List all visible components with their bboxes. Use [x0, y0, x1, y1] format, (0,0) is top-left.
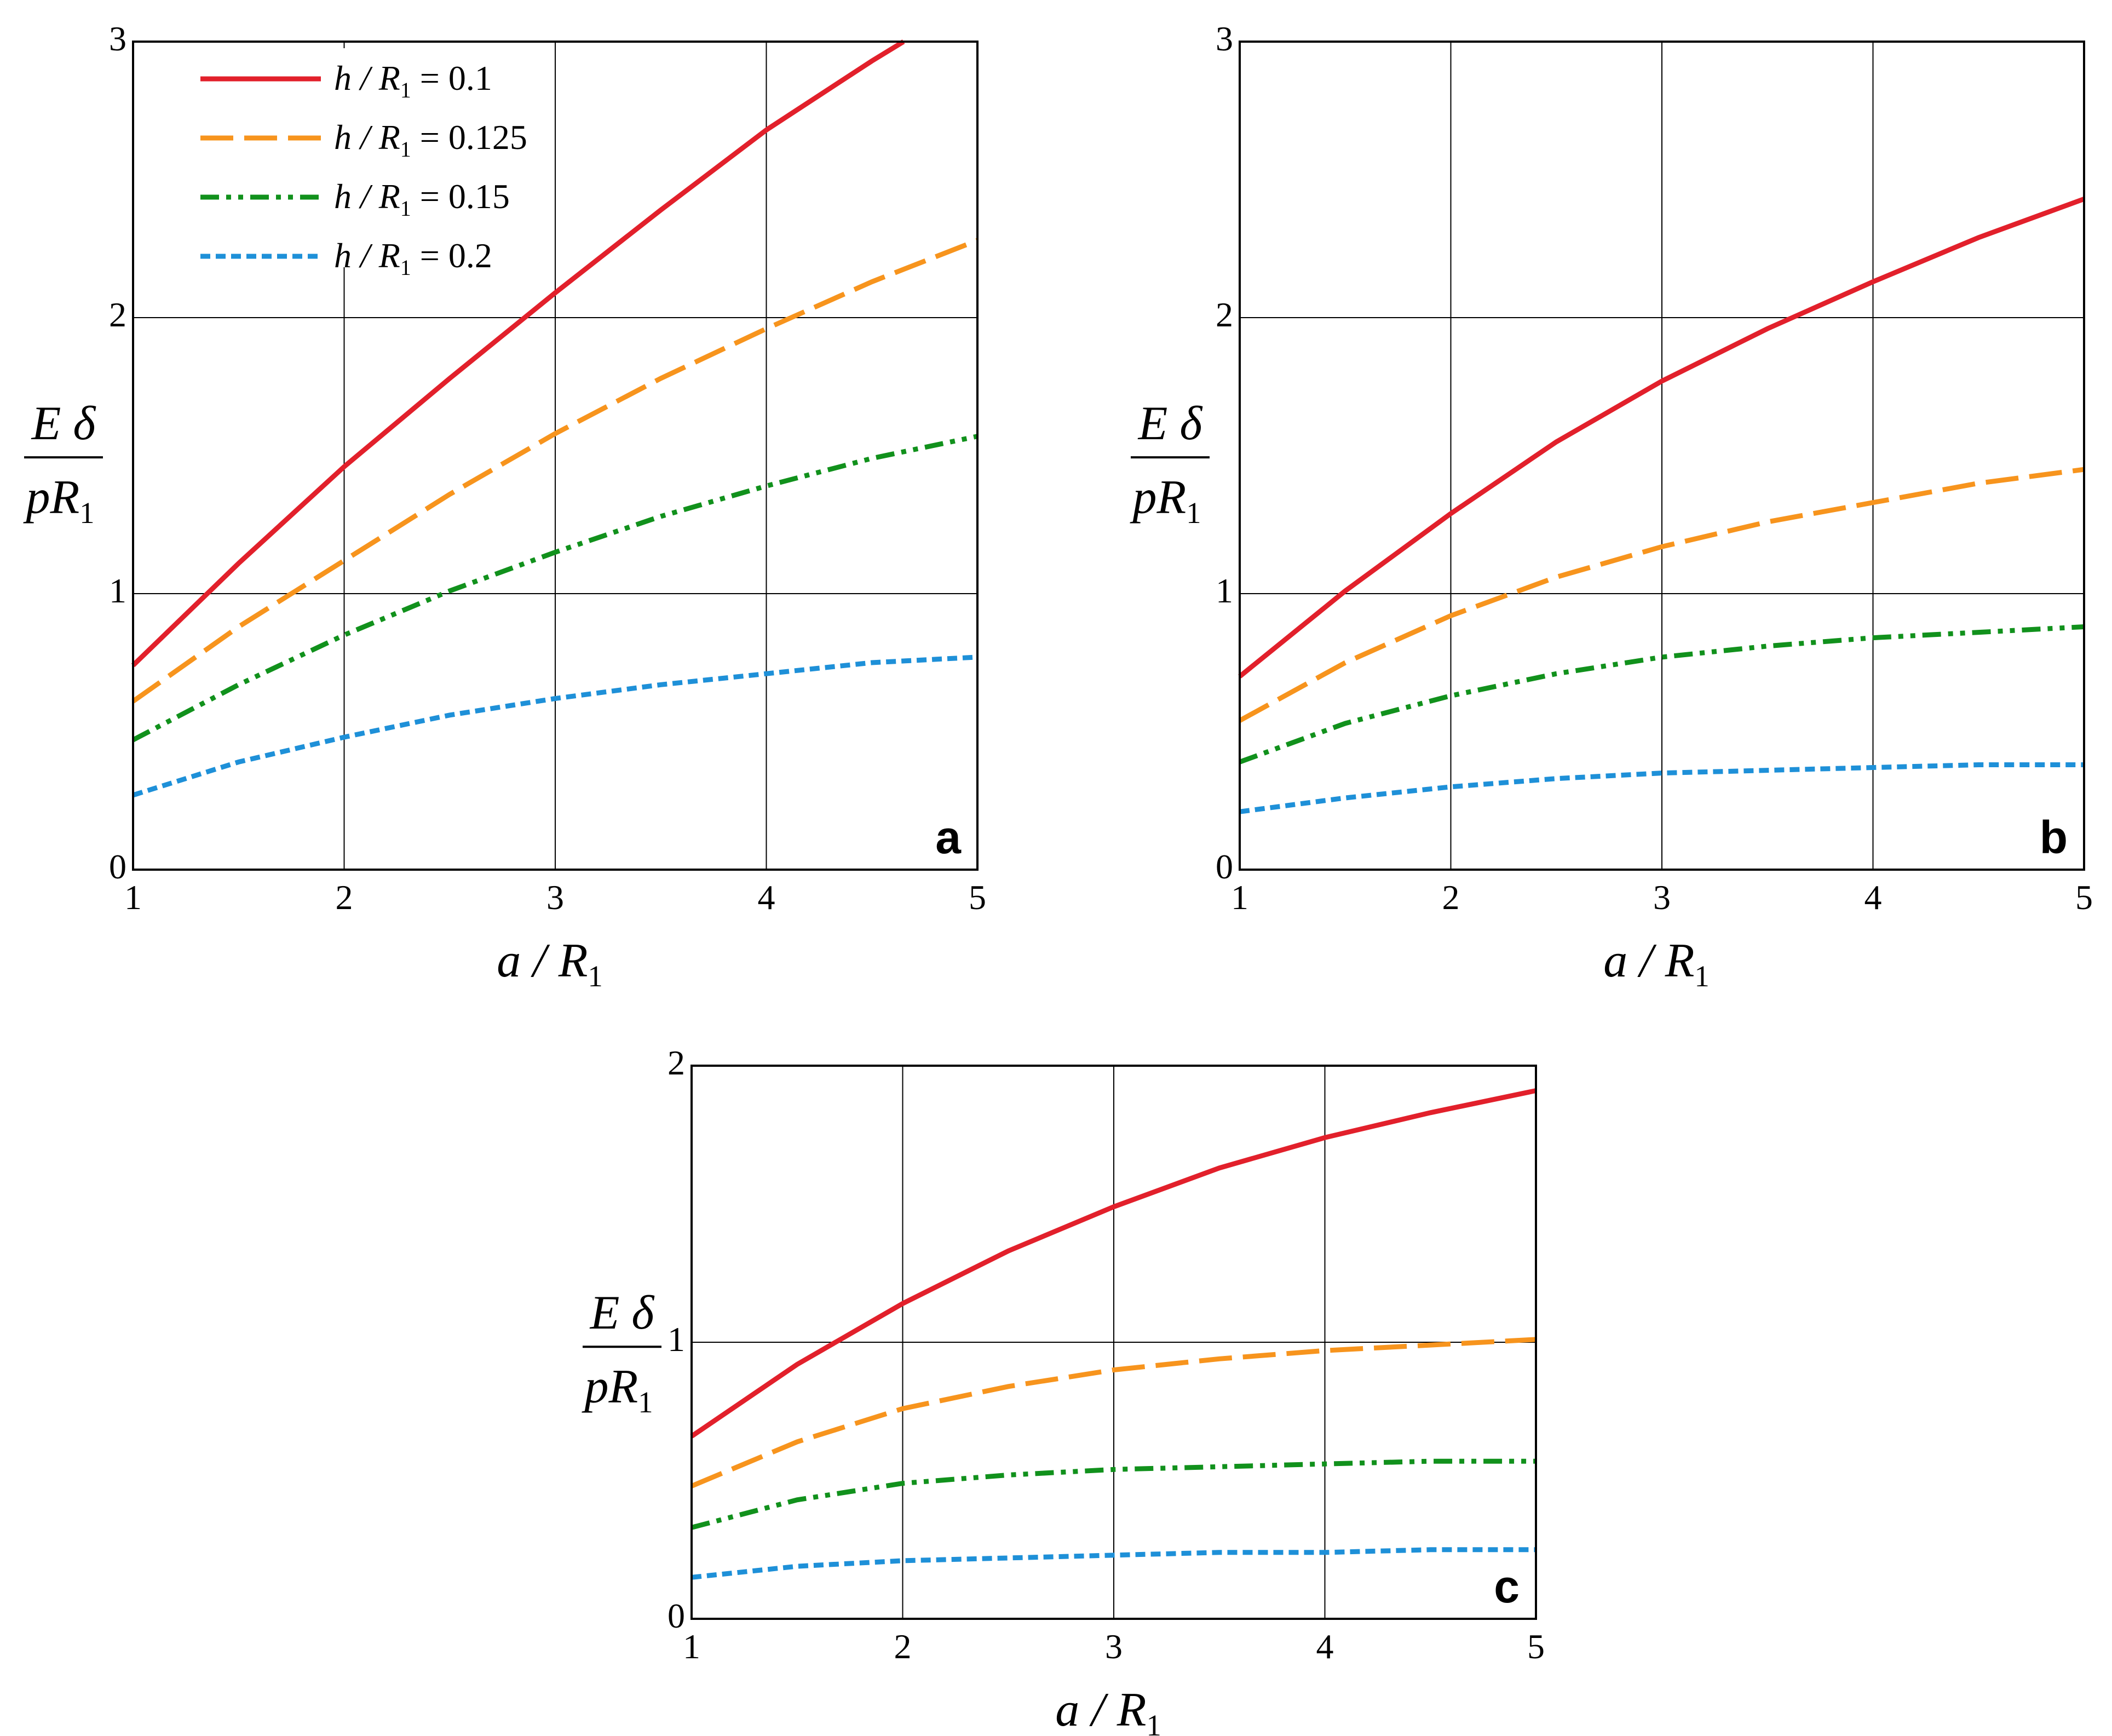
x-tick-label: 4 — [758, 878, 775, 917]
plot-frame — [132, 41, 979, 871]
y-axis-label-denominator-main: pR — [1129, 471, 1186, 524]
legend-entry-main: h / R — [334, 59, 400, 97]
legend-entry-main: h / R — [334, 177, 400, 216]
x-axis-label: a / R1 — [497, 934, 602, 993]
y-axis-label-denominator-subscript: 1 — [638, 1386, 653, 1419]
y-tick-label: 0 — [1216, 847, 1233, 886]
series-line-1 — [690, 1088, 1536, 1439]
y-axis-label-denominator-subscript: 1 — [1186, 496, 1201, 530]
series-line-1 — [1238, 197, 2085, 679]
x-axis-label: a / R1 — [1055, 1683, 1161, 1736]
series-line-4 — [691, 1547, 1536, 1580]
x-tick-label: 1 — [683, 1627, 700, 1666]
x-axis-label-subscript: 1 — [1146, 1709, 1161, 1736]
x-tick-label: 4 — [1864, 878, 1882, 917]
y-tick-label: 2 — [1216, 295, 1233, 334]
x-tick-label: 2 — [1442, 878, 1460, 917]
y-tick-label: 2 — [667, 1043, 685, 1082]
x-tick-label: 3 — [1105, 1627, 1123, 1666]
x-tick-label: 3 — [1653, 878, 1671, 917]
y-tick-label: 1 — [109, 571, 126, 610]
y-tick-label: 1 — [1216, 571, 1233, 610]
x-axis-label-subscript: 1 — [1694, 959, 1709, 993]
series-line-2 — [690, 1337, 1536, 1488]
legend-entry-value: = 0.125 — [411, 118, 527, 157]
panel-label: c — [1494, 1561, 1520, 1612]
y-tick-label: 0 — [109, 847, 126, 886]
y-axis-label-denominator: pR1 — [581, 1360, 653, 1419]
y-axis-label-denominator-main: pR — [581, 1360, 638, 1413]
x-tick-label: 2 — [894, 1627, 912, 1666]
x-axis-label-main: a / R — [1055, 1683, 1146, 1736]
x-tick-label: 5 — [1527, 1627, 1545, 1666]
legend-entry-main: h / R — [334, 118, 400, 157]
y-axis-label-numerator: E δ — [31, 397, 97, 450]
x-tick-label: 1 — [124, 878, 142, 917]
x-tick-label: 2 — [336, 878, 353, 917]
series-line-3 — [131, 434, 978, 743]
legend-entry-value: = 0.2 — [411, 236, 492, 275]
x-tick-label: 1 — [1231, 878, 1248, 917]
y-axis-label-denominator: pR1 — [1129, 471, 1201, 530]
legend-entry-4: h / R1 = 0.2 — [334, 236, 492, 280]
x-axis-label: a / R1 — [1603, 934, 1709, 993]
legend-entry-subscript: 1 — [400, 256, 411, 280]
legend-entry-value: = 0.15 — [411, 177, 510, 216]
x-tick-label: 4 — [1316, 1627, 1334, 1666]
series-line-4 — [132, 654, 978, 798]
y-axis-label-denominator-main: pR — [22, 471, 79, 524]
y-tick-label: 0 — [667, 1596, 685, 1635]
legend-entry-value: = 0.1 — [411, 59, 492, 97]
x-tick-label: 5 — [2075, 878, 2093, 917]
x-tick-label: 3 — [546, 878, 564, 917]
panel-label: b — [2040, 812, 2068, 863]
y-axis-label-denominator-subscript: 1 — [79, 496, 94, 530]
legend-entry-subscript: 1 — [400, 137, 411, 162]
y-tick-label: 2 — [109, 295, 126, 334]
legend-entry-1: h / R1 = 0.1 — [334, 59, 492, 102]
legend-background — [188, 48, 473, 267]
y-tick-label: 3 — [109, 19, 126, 58]
y-axis-label-numerator: E δ — [1137, 397, 1204, 450]
y-tick-label: 3 — [1216, 19, 1233, 58]
series-line-2 — [1238, 467, 2085, 723]
y-axis-label-denominator: pR1 — [22, 471, 94, 530]
series-line-4 — [1239, 762, 2084, 814]
x-axis-label-main: a / R — [497, 934, 588, 987]
legend-entry-subscript: 1 — [400, 78, 411, 102]
y-axis-label-numerator: E δ — [589, 1286, 655, 1340]
plot-frame — [1239, 41, 2085, 871]
series-line-3 — [690, 1458, 1536, 1530]
legend-entry-subscript: 1 — [400, 197, 411, 221]
series-line-1 — [131, 39, 905, 668]
legend-entry-3: h / R1 = 0.15 — [334, 177, 510, 221]
legend-entry-2: h / R1 = 0.125 — [334, 118, 527, 162]
y-tick-label: 1 — [667, 1320, 685, 1359]
series-line-2 — [131, 238, 979, 704]
x-axis-label-main: a / R — [1603, 934, 1694, 987]
plot-frame — [690, 1065, 1537, 1620]
x-tick-label: 5 — [969, 878, 986, 917]
legend-entry-main: h / R — [334, 236, 400, 275]
panel-label: a — [935, 812, 962, 863]
x-axis-label-subscript: 1 — [588, 959, 602, 993]
